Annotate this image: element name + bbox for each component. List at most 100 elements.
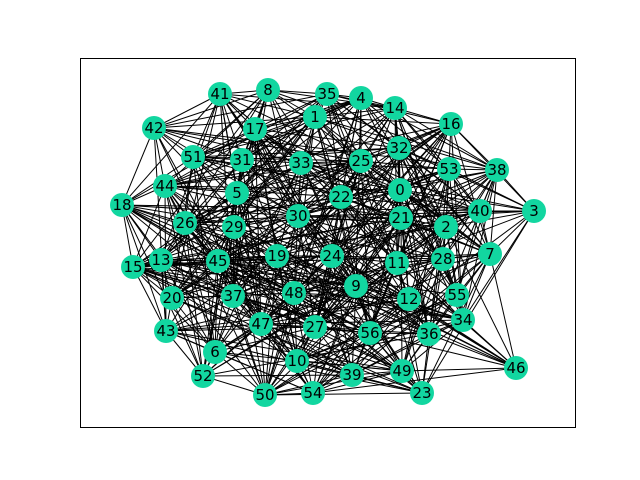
node-55: 55: [445, 283, 469, 307]
edge-45-55: [217, 260, 458, 296]
node-label-55: 55: [447, 286, 466, 304]
node-circle-22: [329, 185, 353, 209]
node-25: 25: [349, 149, 373, 173]
node-label-15: 15: [123, 258, 142, 276]
edge-3-23: [421, 210, 535, 394]
node-circle-54: [301, 381, 325, 405]
node-circle-39: [340, 363, 364, 387]
edge-38-55: [456, 169, 498, 296]
edge-14-53: [394, 107, 450, 170]
node-circle-12: [397, 287, 421, 311]
node-6: 6: [203, 340, 227, 364]
edge-46-49: [401, 367, 517, 372]
node-37: 37: [221, 284, 245, 308]
node-30: 30: [286, 204, 310, 228]
node-label-44: 44: [155, 177, 174, 195]
node-circle-36: [417, 322, 441, 346]
edge-0-16: [399, 123, 452, 191]
edge-2-54: [312, 226, 447, 394]
node-label-5: 5: [232, 184, 242, 202]
node-54: 54: [301, 381, 325, 405]
edge-29-48: [233, 226, 295, 294]
node-0: 0: [388, 178, 412, 202]
node-circle-11: [385, 251, 409, 275]
node-44: 44: [153, 174, 177, 198]
node-15: 15: [121, 255, 145, 279]
node-circle-37: [221, 284, 245, 308]
node-circle-30: [286, 204, 310, 228]
edge-25-56: [360, 160, 371, 334]
node-circle-47: [249, 312, 273, 336]
node-49: 49: [390, 359, 414, 383]
node-circle-3: [522, 199, 546, 223]
node-27: 27: [303, 315, 327, 339]
node-label-4: 4: [356, 89, 366, 107]
edge-49-53: [401, 168, 450, 372]
edge-0-17: [254, 128, 401, 191]
edge-30-34: [297, 215, 464, 321]
node-32: 32: [387, 136, 411, 160]
edge-42-45: [153, 127, 219, 262]
edge-29-50: [233, 226, 266, 396]
edge-16-56: [369, 123, 452, 334]
edge-18-41: [121, 93, 221, 206]
edge-28-30: [297, 215, 444, 260]
node-label-46: 46: [506, 359, 525, 377]
edge-27-30: [297, 215, 316, 328]
edge-25-29: [233, 160, 362, 228]
node-label-7: 7: [485, 245, 495, 263]
node-label-21: 21: [391, 209, 410, 227]
node-17: 17: [243, 117, 267, 141]
edge-12-31: [241, 159, 410, 300]
node-23: 23: [410, 381, 434, 405]
node-label-20: 20: [162, 289, 181, 307]
edge-7-15: [132, 253, 491, 268]
node-label-13: 13: [151, 251, 170, 269]
edge-44-52: [164, 185, 204, 377]
edge-41-42: [153, 93, 221, 129]
node-label-32: 32: [389, 139, 408, 157]
node-5: 5: [225, 181, 249, 205]
node-layer: 0123456789101112131415161718192021222324…: [110, 78, 546, 407]
node-circle-41: [208, 82, 232, 106]
edge-2-3: [445, 210, 535, 228]
node-circle-55: [445, 283, 469, 307]
node-circle-49: [390, 359, 414, 383]
node-circle-17: [243, 117, 267, 141]
edge-29-44: [164, 185, 235, 228]
edge-32-55: [398, 147, 458, 296]
edge-21-56: [369, 217, 402, 334]
node-33: 33: [289, 151, 313, 175]
node-9: 9: [344, 274, 368, 298]
edge-14-38: [394, 107, 498, 171]
node-label-10: 10: [287, 352, 306, 370]
node-20: 20: [160, 286, 184, 310]
edge-50-56: [264, 332, 371, 396]
node-26: 26: [173, 211, 197, 235]
edge-29-51: [192, 156, 235, 228]
edge-33-48: [293, 162, 302, 294]
node-7: 7: [478, 242, 502, 266]
node-label-56: 56: [360, 324, 379, 342]
edge-21-48: [293, 217, 402, 294]
node-circle-51: [181, 145, 205, 169]
edge-16-19: [276, 123, 452, 257]
node-circle-35: [315, 82, 339, 106]
node-label-33: 33: [291, 154, 310, 172]
edge-17-32: [254, 128, 400, 149]
node-circle-15: [121, 255, 145, 279]
edge-20-23: [171, 297, 423, 394]
edge-27-49: [314, 326, 403, 372]
node-circle-32: [387, 136, 411, 160]
node-40: 40: [468, 199, 492, 223]
edge-22-37: [232, 196, 342, 297]
node-circle-4: [349, 86, 373, 110]
node-circle-14: [383, 96, 407, 120]
node-circle-31: [230, 148, 254, 172]
node-circle-25: [349, 149, 373, 173]
node-52: 52: [191, 364, 215, 388]
node-label-28: 28: [433, 250, 452, 268]
node-18: 18: [110, 193, 134, 217]
edge-8-51: [192, 89, 269, 158]
edge-37-43: [165, 295, 234, 332]
